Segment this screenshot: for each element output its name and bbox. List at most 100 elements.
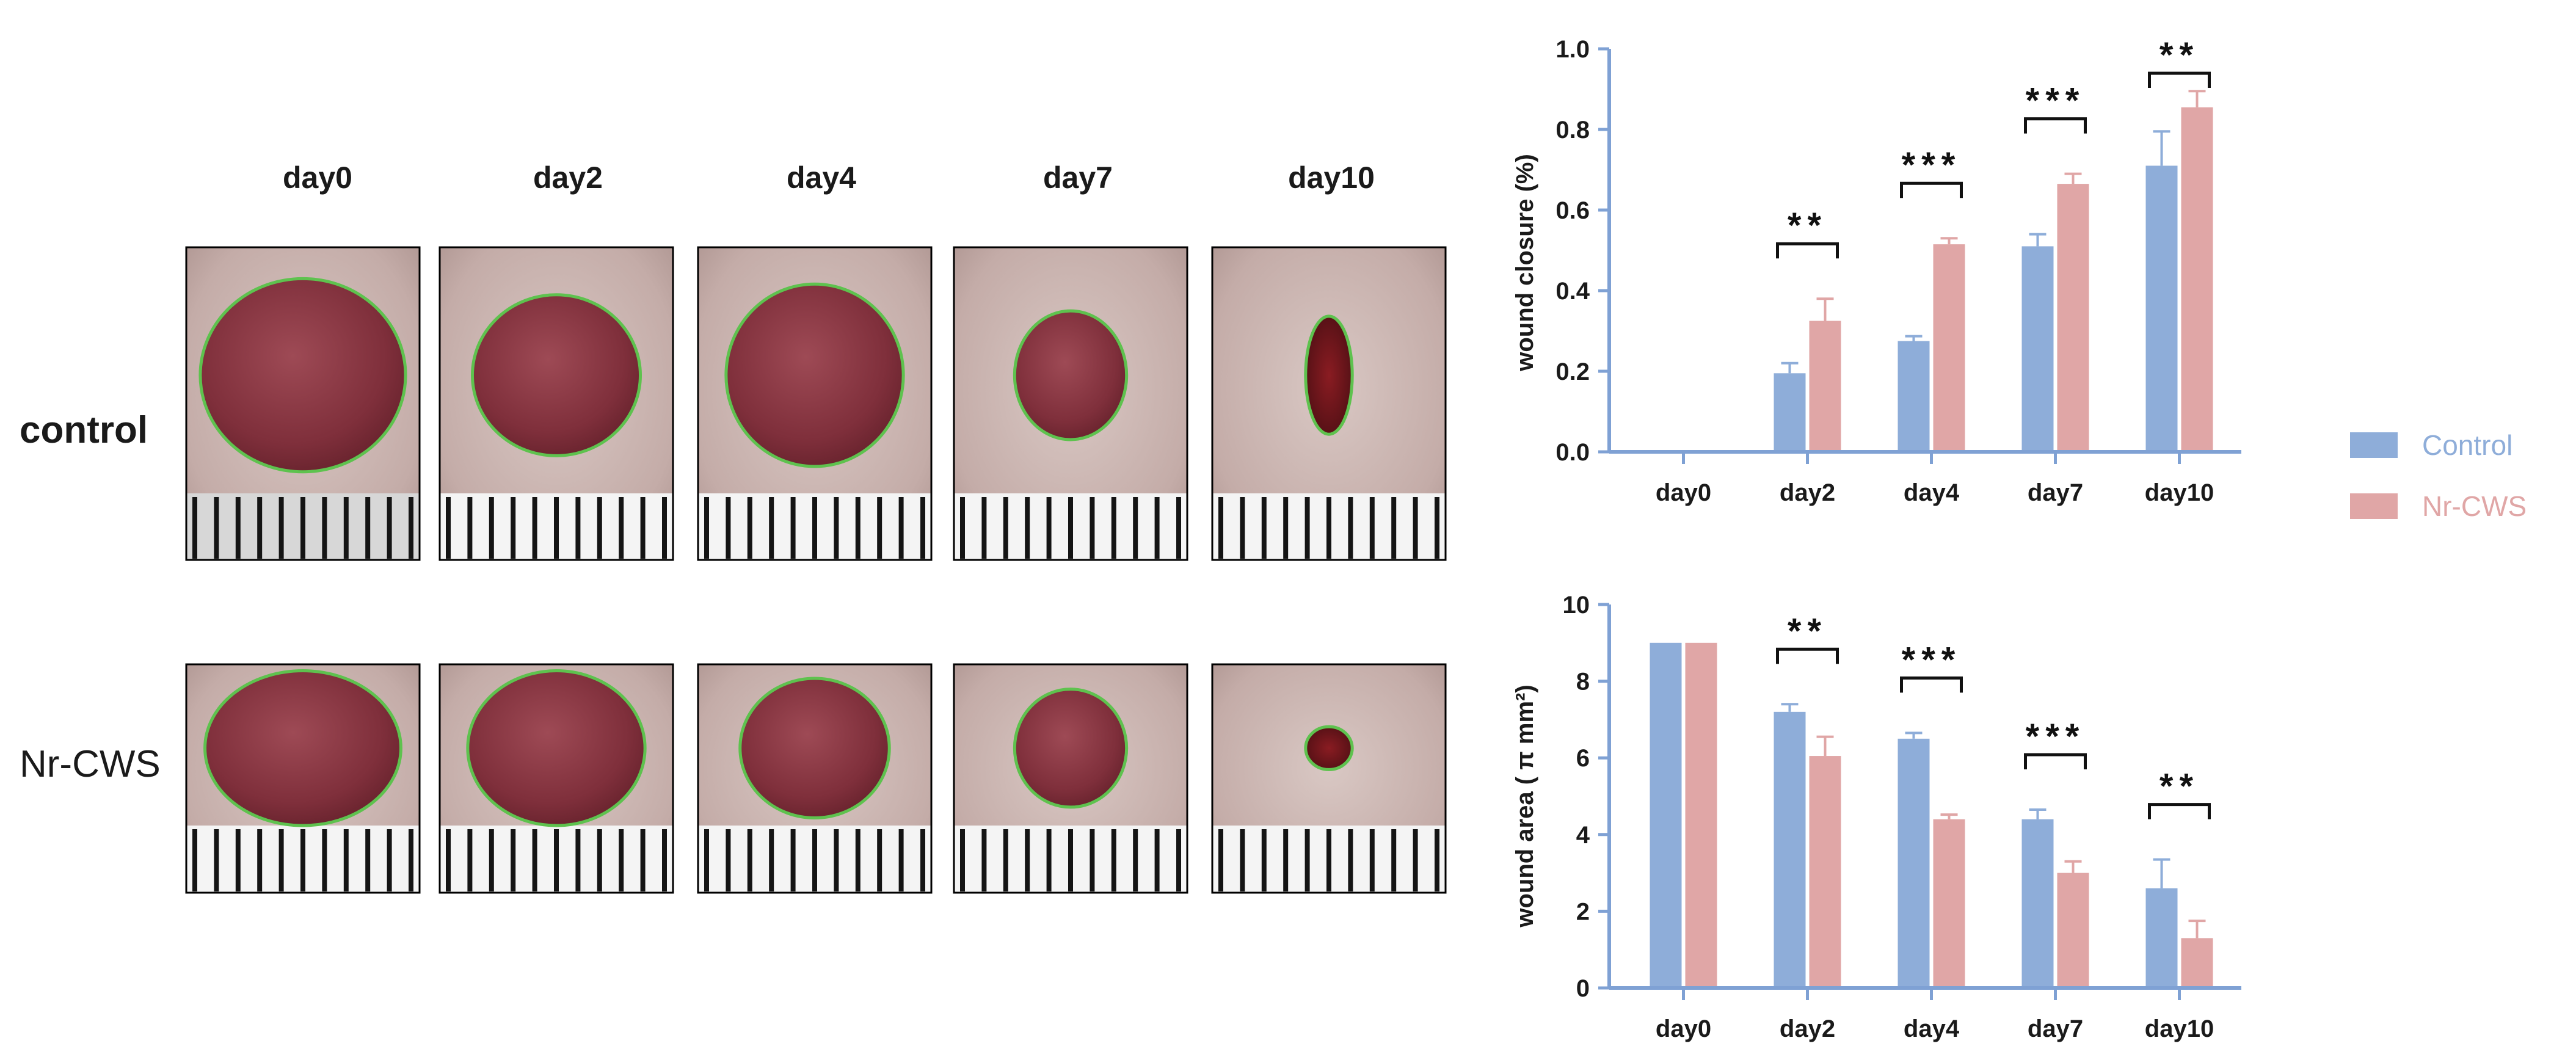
chart1-errorbar-control-day10 <box>2153 130 2170 166</box>
chart2-sig-bracket-day2 <box>1776 647 1839 664</box>
legend: Control Nr-CWS <box>2350 429 2527 522</box>
wound-closure-chart: wound closure (%) day0 day2 ** day4 *** day7 *… <box>1512 35 2241 506</box>
chart1-y-axis-title: wound closure (%) <box>1512 154 1538 372</box>
photo-frame <box>697 246 933 561</box>
chart1-bar-control-day4 <box>1897 341 1930 452</box>
chart2-y-tick-0: 0 <box>1576 975 1590 1002</box>
wound-photo-nr-cws-day4 <box>697 663 933 894</box>
chart1-errorbar-nr-cws-day4 <box>1940 237 1958 245</box>
column-label-day7: day7 <box>1043 161 1113 195</box>
chart1-sig-bracket-day7 <box>2024 117 2087 134</box>
ruler <box>440 493 673 560</box>
legend-label-control: Control <box>2422 429 2512 461</box>
wound-photo-control-day4 <box>697 246 933 561</box>
ruler <box>440 826 673 893</box>
column-label-day4: day4 <box>787 161 856 195</box>
chart1-bar-control-day10 <box>2145 165 2178 452</box>
wound-area <box>1013 688 1129 809</box>
ruler <box>954 493 1187 560</box>
wound-photo-nr-cws-day7 <box>953 663 1188 894</box>
chart2-x-tick-day4: day4 <box>1904 1015 1960 1042</box>
chart2-sig-stars-day10: ** <box>2159 767 2199 807</box>
chart2-errorbar-control-day10 <box>2153 858 2170 888</box>
chart2-y-tick-2: 2 <box>1576 898 1590 925</box>
chart1-bar-nr-cws-day2 <box>1809 321 1841 452</box>
chart1-x-tick-day4: day4 <box>1904 479 1960 506</box>
chart2-sig-bracket-day10 <box>2148 803 2211 819</box>
wound-photo-control-day2 <box>438 246 674 561</box>
chart1-errorbar-control-day4 <box>1905 335 1923 341</box>
chart2-bar-nr-cws-day0 <box>1685 642 1717 988</box>
chart2-errorbar-control-day7 <box>2029 808 2047 819</box>
photo-frame <box>185 663 421 894</box>
chart1-y-tick-1.0: 1.0 <box>1555 36 1590 63</box>
chart1-x-tick-day2: day2 <box>1780 479 1835 506</box>
chart2-y-tick-4: 4 <box>1576 822 1590 849</box>
chart2-bar-nr-cws-day4 <box>1933 819 1965 988</box>
chart2-errorbar-control-day2 <box>1781 703 1799 712</box>
chart2-bar-control-day10 <box>2145 888 2178 988</box>
chart1-x-tick-day10: day10 <box>2145 479 2214 506</box>
chart1-y-tick-0.2: 0.2 <box>1555 358 1590 385</box>
row-label-control: control <box>20 409 148 451</box>
chart1-errorbar-nr-cws-day2 <box>1816 297 1834 321</box>
ruler <box>698 493 931 560</box>
chart1-errorbar-nr-cws-day7 <box>2064 172 2082 184</box>
chart1-sig-stars-day4: *** <box>1902 145 1962 185</box>
photo-frame <box>1211 246 1447 561</box>
photo-frame <box>953 246 1188 561</box>
chart1-x-tick-day0: day0 <box>1656 479 1711 506</box>
wound-photo-control-day0 <box>185 246 421 561</box>
photo-frame <box>697 663 933 894</box>
chart1-sig-bracket-day10 <box>2148 71 2211 88</box>
ruler <box>698 826 931 893</box>
chart2-sig-stars-day7: *** <box>2026 717 2086 757</box>
photo-frame <box>185 246 421 561</box>
chart2-x-tick-day2: day2 <box>1780 1015 1835 1042</box>
chart2-sig-stars-day2: ** <box>1788 611 1827 651</box>
wound-photo-nr-cws-day10 <box>1211 663 1447 894</box>
chart1-y-tick-0.0: 0.0 <box>1555 439 1590 466</box>
wound-area <box>724 282 905 468</box>
photo-frame <box>953 663 1188 894</box>
chart1-bar-nr-cws-day7 <box>2057 184 2089 452</box>
wound-area <box>738 677 891 819</box>
chart2-bar-nr-cws-day10 <box>2181 938 2213 988</box>
chart1-bar-nr-cws-day4 <box>1933 244 1965 452</box>
chart2-y-tick-10: 10 <box>1563 592 1590 619</box>
chart2-y-axis-title: wound area ( π mm²) <box>1512 684 1538 928</box>
wound-area <box>466 669 647 827</box>
chart2-sig-bracket-day7 <box>2024 753 2087 769</box>
wound-photo-nr-cws-day2 <box>438 663 674 894</box>
row-label-nr-cws: Nr-CWS <box>20 743 161 785</box>
chart2-bar-control-day7 <box>2021 819 2054 988</box>
chart2-x-tick-day7: day7 <box>2028 1015 2083 1042</box>
wound-area <box>203 669 402 827</box>
chart1-errorbar-control-day7 <box>2029 233 2047 247</box>
photo-panel: day0 day2 day4 day7 day10 control Nr-CWS <box>20 161 1447 894</box>
chart2-sig-stars-day4: *** <box>1902 640 1962 680</box>
chart2-errorbar-nr-cws-day7 <box>2064 860 2082 873</box>
legend-label-nr-cws: Nr-CWS <box>2422 490 2527 522</box>
chart2-y-tick-6: 6 <box>1576 745 1590 772</box>
chart1-sig-bracket-day4 <box>1900 181 1963 198</box>
chart2-sig-bracket-day4 <box>1900 676 1963 693</box>
chart2-x-tick-day10: day10 <box>2145 1015 2214 1042</box>
legend-swatch-nr-cws <box>2350 493 2398 519</box>
wound-area <box>1013 309 1129 441</box>
photo-frame <box>438 246 674 561</box>
ruler <box>186 493 420 560</box>
chart2-y-tick-8: 8 <box>1576 669 1590 695</box>
chart2-bar-control-day4 <box>1897 738 1930 988</box>
column-label-day0: day0 <box>283 161 352 195</box>
chart2-bar-control-day2 <box>1774 711 1806 988</box>
legend-swatch-control <box>2350 432 2398 458</box>
ruler <box>1212 493 1446 560</box>
chart2-errorbar-nr-cws-day2 <box>1816 735 1834 757</box>
wound-area <box>198 277 407 474</box>
chart1-sig-stars-day7: *** <box>2026 81 2086 121</box>
chart2-bar-control-day0 <box>1650 642 1682 988</box>
chart2-bar-nr-cws-day7 <box>2057 873 2089 988</box>
chart1-sig-stars-day10: ** <box>2159 35 2199 75</box>
chart2-x-tick-day0: day0 <box>1656 1015 1711 1042</box>
